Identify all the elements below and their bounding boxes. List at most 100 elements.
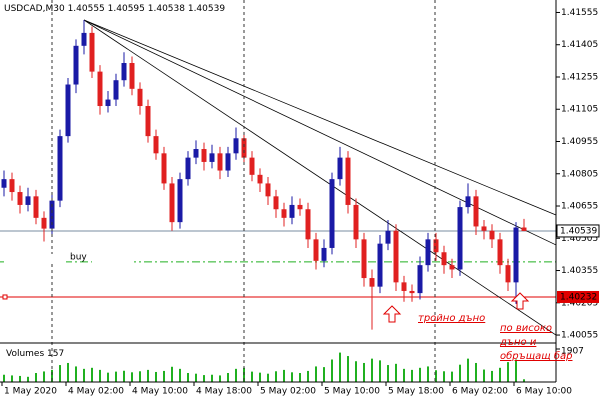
current-price-label: 1.40539 [560, 226, 597, 236]
candle-body [121, 63, 127, 81]
candle-body [305, 209, 311, 240]
annotation: по високо [500, 323, 552, 334]
candle-body [489, 230, 495, 240]
candle-body [153, 136, 159, 154]
candle-body [385, 230, 391, 244]
candle-body [137, 88, 143, 107]
candle-body [65, 84, 71, 137]
candle-body [201, 149, 207, 162]
candle-body [465, 196, 471, 208]
candle-body [225, 153, 231, 171]
candle-body [369, 278, 375, 287]
trendline [83, 19, 557, 336]
candle-body [193, 149, 199, 158]
trendline [83, 19, 557, 216]
plot-area [0, 19, 557, 382]
candle-body [401, 282, 407, 291]
candle-body [329, 179, 335, 248]
candle-body [393, 230, 399, 283]
candle-body [513, 227, 519, 283]
candle-body [185, 157, 191, 180]
candle-body [321, 247, 327, 261]
x-tick-label: 5 May 18:00 [388, 387, 444, 397]
candle-body [25, 196, 31, 205]
candle-body [497, 239, 503, 266]
annotation: дъно и [499, 337, 537, 348]
volume-title: Volumes 157 [6, 349, 64, 359]
candle-body [337, 157, 343, 180]
header: USDCAD,M30 1.40555 1.40595 1.40538 1.405… [4, 4, 225, 14]
candle-body [73, 45, 79, 85]
candle-body [505, 265, 511, 283]
candle-body [457, 207, 463, 270]
candle-body [273, 196, 279, 210]
x-tick-label: 4 May 10:00 [132, 387, 188, 397]
candle-body [169, 183, 175, 223]
y-tick-label: 1.41255 [561, 72, 598, 82]
candle-body [377, 243, 383, 287]
hidden-box [4, 254, 66, 263]
candle-body [257, 174, 263, 184]
candle-body [297, 204, 303, 210]
candle-body [353, 204, 359, 240]
x-tick-label: 6 May 02:00 [452, 387, 508, 397]
candle-body [105, 99, 111, 107]
candle-body [113, 80, 119, 100]
candle-body [41, 217, 47, 229]
candle-body [425, 239, 431, 266]
y-tick-label: 1.40505 [561, 234, 598, 244]
candle-body [1, 179, 7, 188]
y-tick-label: 1.41105 [561, 105, 598, 115]
candle-body [449, 265, 455, 270]
candle-body [33, 196, 39, 218]
volume-tick-label: 1907 [561, 347, 584, 357]
y-tick-label: 1.40655 [561, 202, 598, 212]
x-tick-label: 5 May 10:00 [324, 387, 380, 397]
x-tick-label: 4 May 02:00 [68, 387, 124, 397]
candle-body [249, 157, 255, 175]
order-label: buy [70, 252, 87, 262]
candle-body [281, 209, 287, 218]
candle-body [441, 252, 447, 266]
arrow [382, 305, 402, 323]
y-tick-label: 1.40055 [561, 331, 598, 341]
candle-body [9, 179, 15, 193]
candle-body [17, 192, 23, 205]
candle-body [361, 239, 367, 279]
candle-body [345, 157, 351, 205]
x-tick-label: 1 May 2020 [4, 387, 57, 397]
candle-body [57, 136, 63, 201]
candle-body [521, 227, 527, 231]
candle-body [417, 265, 423, 294]
candle-body [433, 239, 439, 253]
annotation: обръщащ бар [500, 350, 573, 362]
y-tick-label: 1.40355 [561, 266, 598, 276]
y-tick-label: 1.40205 [561, 298, 598, 308]
current-price-box [556, 224, 600, 238]
candle-body [473, 196, 479, 227]
candle-body [145, 106, 151, 137]
y-tick-label: 1.40955 [561, 137, 598, 147]
candle-body [289, 204, 295, 218]
x-tick-label: 6 May 10:00 [516, 387, 572, 397]
candle-body [217, 153, 223, 171]
candle-body [97, 71, 103, 107]
candle-body [49, 200, 55, 229]
y-tick-label: 1.41405 [561, 40, 598, 50]
arrow [510, 292, 530, 310]
x-tick-label: 4 May 18:00 [196, 387, 252, 397]
hidden-box [92, 254, 134, 263]
candle-body [89, 32, 95, 72]
candle-body [241, 138, 247, 158]
candle-body [233, 138, 239, 154]
candle-body [209, 153, 215, 162]
candle-body [81, 32, 87, 46]
x-tick-label: 5 May 02:00 [260, 387, 316, 397]
annotation: тройно дъно [418, 313, 485, 324]
y-tick-label: 1.40805 [561, 169, 598, 179]
candle-body [161, 153, 167, 184]
level-box [557, 290, 599, 303]
candle-body [481, 226, 487, 231]
candle-body [409, 290, 415, 294]
